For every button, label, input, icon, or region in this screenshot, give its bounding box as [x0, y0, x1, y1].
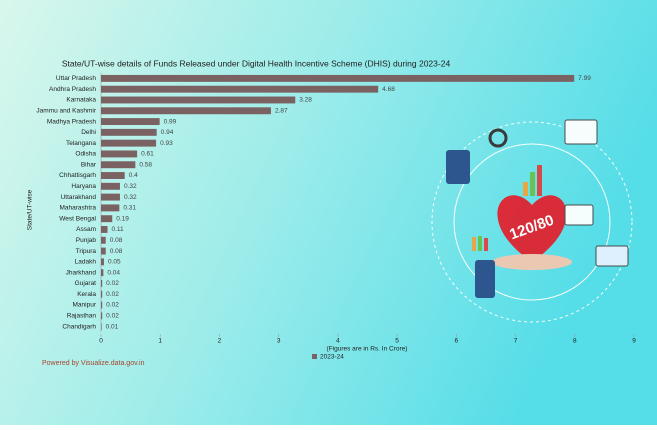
value-label: 0.02 — [106, 291, 119, 298]
value-label: 0.11 — [112, 226, 125, 233]
x-tick-label: 4 — [336, 338, 340, 345]
y-tick-label: Haryana — [71, 183, 96, 190]
legend-label: 2023-24 — [320, 354, 344, 361]
y-tick-label: Manipur — [73, 302, 97, 309]
y-tick-label: Odisha — [75, 151, 96, 158]
bar — [101, 226, 108, 233]
x-tick-label: 2 — [218, 338, 222, 345]
x-tick-label: 6 — [455, 338, 459, 345]
bar — [101, 236, 106, 244]
x-tick-label: 9 — [632, 338, 636, 345]
bar — [101, 150, 138, 158]
y-tick-label: Assam — [76, 226, 96, 233]
bar — [101, 96, 296, 104]
bar — [101, 312, 103, 320]
value-label: 0.02 — [106, 313, 119, 320]
y-tick-label: Bihar — [81, 161, 97, 168]
value-label: 0.4 — [129, 172, 138, 179]
y-tick-label: Uttarakhand — [61, 194, 97, 201]
value-label: 0.08 — [110, 237, 123, 244]
value-label: 0.32 — [124, 194, 137, 201]
bar — [101, 215, 113, 223]
y-tick-label: Kerala — [77, 291, 96, 298]
y-tick-label: Rajasthan — [67, 313, 97, 320]
y-tick-label: Maharashtra — [60, 205, 97, 212]
bar — [101, 139, 157, 147]
value-label: 0.58 — [139, 161, 152, 168]
value-label: 2.87 — [275, 107, 288, 114]
x-tick-label: 8 — [573, 338, 577, 345]
y-tick-label: Chhattisgarh — [59, 172, 96, 179]
value-label: 0.61 — [141, 151, 154, 158]
y-tick-label: Uttar Pradesh — [56, 75, 96, 82]
y-tick-label: Jammu and Kashmir — [36, 107, 96, 114]
value-label: 0.08 — [110, 248, 123, 255]
value-label: 0.02 — [106, 280, 119, 287]
value-label: 0.05 — [108, 259, 121, 266]
y-tick-label: Tripura — [76, 248, 97, 255]
legend-swatch — [312, 354, 317, 359]
bar — [101, 193, 120, 201]
bar — [101, 301, 103, 309]
value-label: 7.99 — [578, 75, 591, 82]
y-tick-label: Punjab — [76, 237, 97, 244]
bar — [101, 128, 157, 136]
bar — [101, 161, 136, 169]
bar — [101, 269, 104, 277]
bar — [101, 279, 103, 287]
x-axis-title: (Figures are in Rs. In Crore) — [327, 346, 408, 353]
bar — [101, 247, 106, 255]
x-tick-label: 7 — [514, 338, 518, 345]
bar — [101, 118, 160, 126]
footer: Powered by Visualize.data.gov.in — [42, 360, 145, 367]
y-tick-label: Ladakh — [75, 259, 97, 266]
bar — [101, 290, 103, 298]
y-tick-label: Jharkhand — [66, 269, 97, 276]
value-label: 3.28 — [299, 97, 312, 104]
value-label: 0.32 — [124, 183, 137, 190]
bar — [101, 107, 271, 115]
bar — [101, 323, 102, 331]
value-label: 0.04 — [107, 269, 120, 276]
bar — [101, 204, 120, 212]
bar — [101, 85, 379, 93]
value-label: 4.68 — [382, 86, 395, 93]
illustration: 120/80 — [431, 119, 633, 323]
y-tick-label: Chandigarh — [62, 323, 96, 330]
value-label: 0.02 — [106, 302, 119, 309]
bar — [101, 258, 104, 266]
y-tick-label: Madhya Pradesh — [47, 118, 97, 125]
y-tick-label: Gujarat — [75, 280, 97, 287]
value-label: 0.01 — [106, 323, 119, 330]
y-tick-label: Karnataka — [66, 97, 96, 104]
y-tick-label: Delhi — [81, 129, 96, 136]
bar — [101, 182, 120, 190]
y-axis-title: State/UT-wise — [27, 189, 34, 230]
bar — [101, 172, 125, 179]
chart-title: State/UT-wise details of Funds Released … — [62, 58, 451, 68]
y-tick-label: Telangana — [66, 140, 96, 147]
bar — [101, 74, 575, 82]
x-tick-label: 5 — [395, 338, 399, 345]
value-label: 0.94 — [161, 129, 174, 136]
value-label: 0.99 — [164, 118, 177, 125]
x-tick-label: 1 — [158, 338, 162, 345]
value-label: 0.31 — [123, 205, 136, 212]
x-tick-label: 3 — [277, 338, 281, 345]
x-tick-label: 0 — [99, 338, 103, 345]
y-tick-label: West Bengal — [59, 215, 96, 222]
value-label: 0.93 — [160, 140, 173, 147]
value-label: 0.19 — [116, 215, 129, 222]
y-tick-label: Andhra Pradesh — [49, 86, 96, 93]
